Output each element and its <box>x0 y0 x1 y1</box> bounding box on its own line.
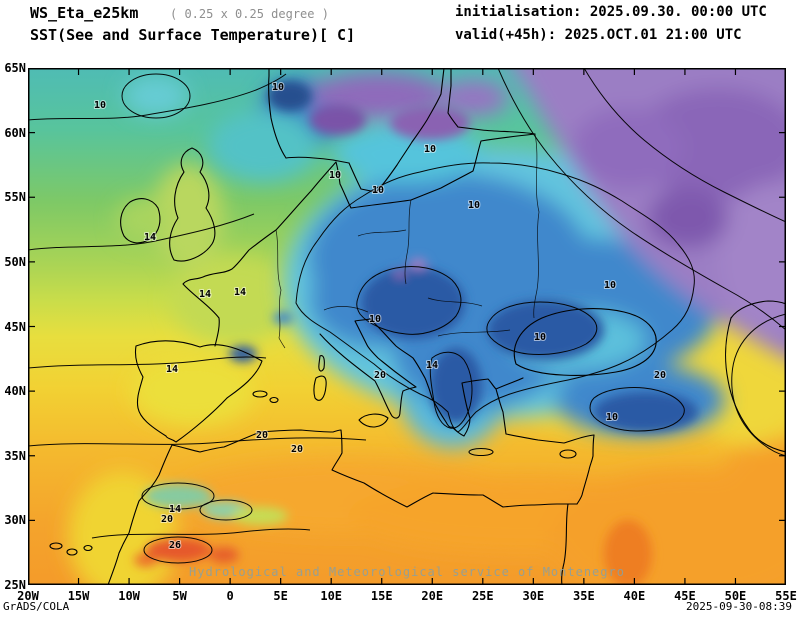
contour-label: 14 <box>199 289 211 300</box>
contour-label: 20 <box>654 370 666 381</box>
contour-label: 14 <box>169 504 181 515</box>
contour-label: 10 <box>424 144 436 155</box>
contour-label: 14 <box>234 287 246 298</box>
y-axis-tick-label: 40N <box>4 384 26 399</box>
x-axis-tick-label: 15E <box>370 589 393 603</box>
contour-label: 10 <box>534 332 546 343</box>
x-axis-tick-label: 0 <box>226 589 234 603</box>
contour-label: 14 <box>166 364 178 375</box>
contour-label: 10 <box>272 82 284 93</box>
y-axis-tick-label: 30N <box>4 513 26 528</box>
contour-label: 10 <box>606 412 618 423</box>
y-axis-tick-label: 35N <box>4 448 26 463</box>
contour-label: 10 <box>329 170 341 181</box>
contour-label: 10 <box>604 280 616 291</box>
valid-time: valid(+45h): 2025.OCT.01 21:00 UTC <box>455 27 742 43</box>
y-axis-tick-label: 65N <box>4 61 26 75</box>
contour-label: 20 <box>256 430 268 441</box>
coastlines <box>49 68 786 585</box>
x-axis-tick-label: 5W <box>172 589 187 603</box>
init-time: initialisation: 2025.09.30. 00:00 UTC <box>455 4 767 20</box>
x-axis-tick-label: 30E <box>522 589 545 603</box>
y-axis-tick-label: 25N <box>4 578 26 592</box>
contour-label: 10 <box>372 185 384 196</box>
contour-label: 14 <box>144 232 156 243</box>
model-name: WS_Eta_e25km <box>30 4 139 22</box>
y-axis-tick-label: 60N <box>4 125 26 140</box>
contour-label: 10 <box>369 314 381 325</box>
variable-title: SST(See and Surface Temperature)[ C] <box>30 26 356 44</box>
contour-label: 20 <box>161 514 173 525</box>
grads-credit: GrADS/COLA <box>3 600 70 613</box>
map-frame <box>28 68 786 585</box>
y-axis-tick-label: 55N <box>4 190 26 205</box>
x-axis-tick-label: 5E <box>273 589 288 603</box>
y-axis-tick-label: 45N <box>4 319 26 334</box>
x-axis-tick-label: 20E <box>421 589 444 603</box>
contour-label: 10 <box>94 100 106 111</box>
contour-label: 26 <box>169 540 181 551</box>
model-resolution: ( 0.25 x 0.25 degree ) <box>170 7 329 21</box>
contour-label: 20 <box>291 444 303 455</box>
contour-label: 10 <box>468 200 480 211</box>
country-borders <box>275 133 540 349</box>
x-axis-tick-label: 35E <box>573 589 595 603</box>
watermark: Hydrological and Meteorological service … <box>189 565 625 579</box>
contour-label: 14 <box>426 360 438 371</box>
x-axis-tick-label: 40E <box>623 589 646 603</box>
y-axis-tick-label: 50N <box>4 254 26 269</box>
contour-label: 20 <box>374 370 386 381</box>
timestamp: 2025-09-30-08:39 <box>686 600 792 613</box>
contour-lines <box>28 68 786 564</box>
x-axis-tick-label: 10W <box>118 589 140 603</box>
x-axis-tick-label: 25E <box>471 589 494 603</box>
x-axis-tick-label: 10E <box>320 589 343 603</box>
